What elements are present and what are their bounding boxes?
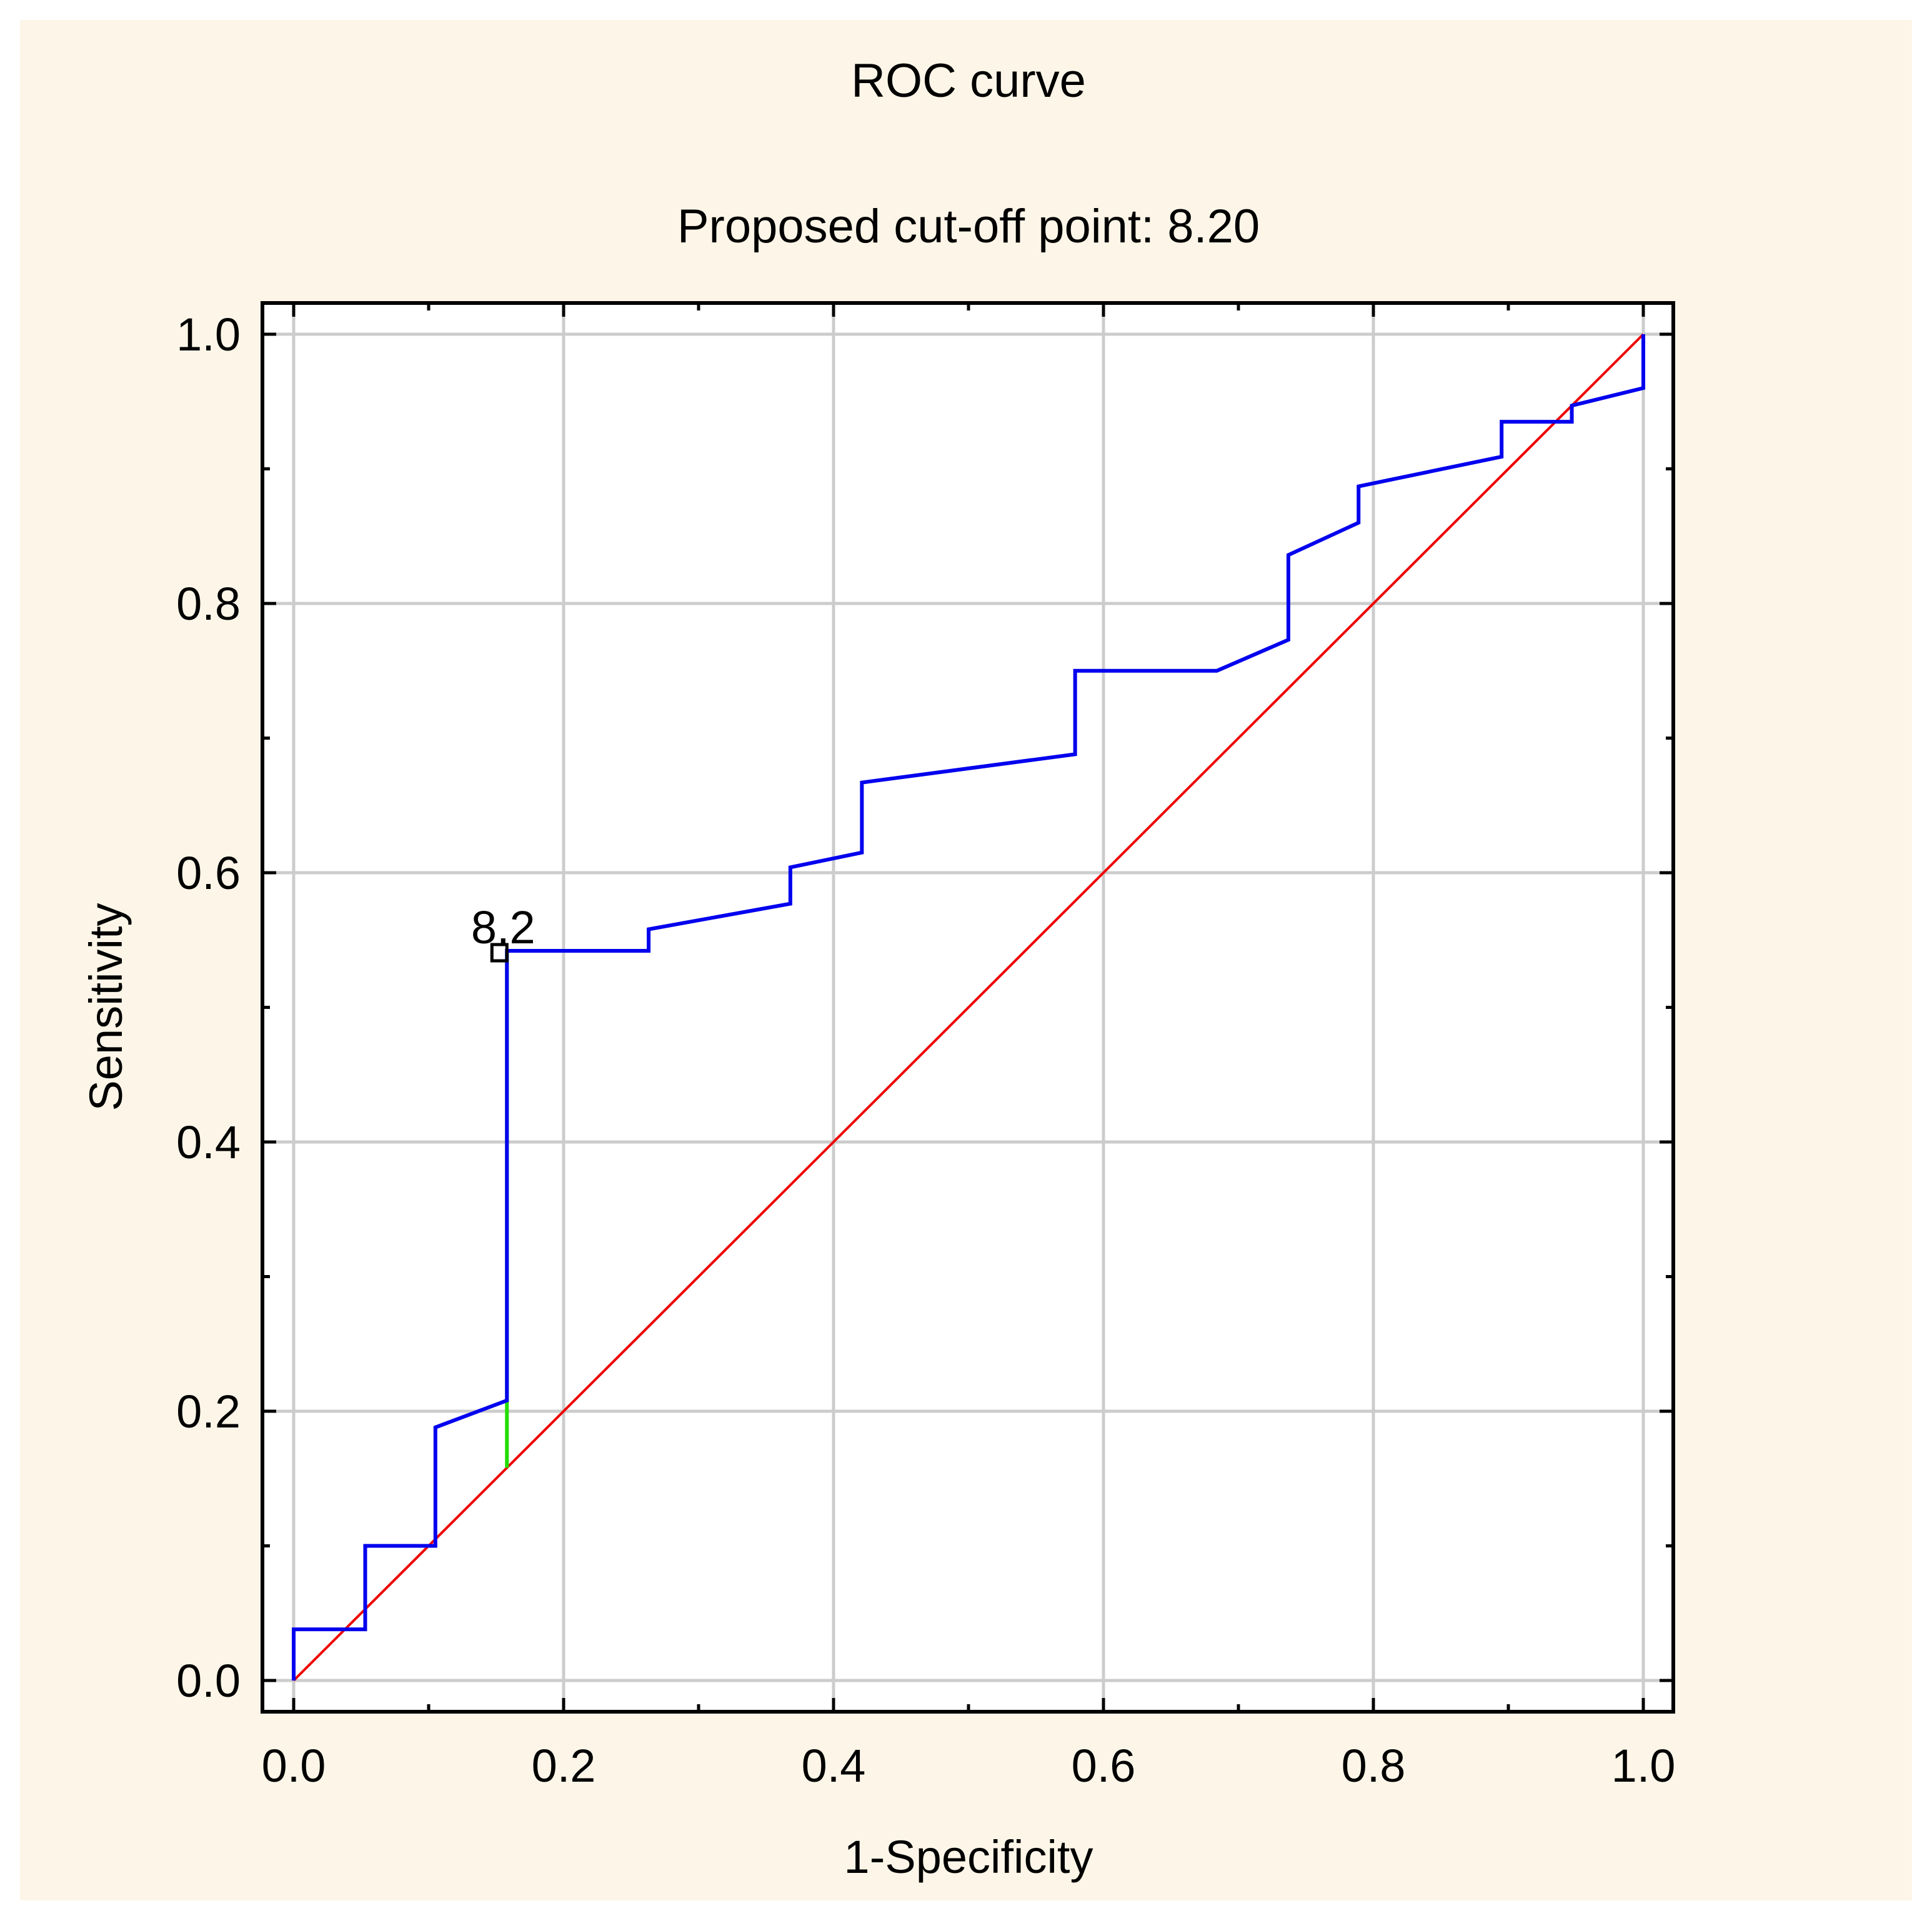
y-tick-label-4: 0.8: [176, 578, 241, 630]
roc-curve-line: [292, 334, 1645, 1680]
reference-diagonal-line: [292, 333, 1645, 1682]
cutoff-annotation: 8.2: [471, 901, 535, 963]
grid-lines: [262, 303, 1673, 1712]
x-tick-label-4: 0.8: [1342, 1740, 1406, 1792]
y-axis-label: Sensitivity: [80, 903, 132, 1111]
series-layer: [292, 333, 1645, 1682]
y-tick-label-3: 0.6: [176, 847, 241, 899]
chart-title: ROC curve: [851, 54, 1086, 107]
cutoff-marker: [490, 943, 509, 963]
y-tick-label-2: 0.4: [176, 1116, 241, 1168]
y-tick-label-0: 0.0: [176, 1655, 241, 1707]
chart-subtitle: Proposed cut-off point: 8.20: [677, 200, 1260, 253]
x-tick-label-1: 0.2: [532, 1740, 596, 1792]
x-tick-label-0: 0.0: [262, 1740, 326, 1792]
x-tick-label-5: 1.0: [1611, 1740, 1676, 1792]
axis-ticks: [262, 303, 1673, 1712]
y-tick-label-1: 0.2: [176, 1386, 241, 1437]
cutoff-label: 8.2: [471, 901, 535, 953]
x-axis-label: 1-Specificity: [844, 1831, 1093, 1883]
tick-labels: 0.0 0.2 0.4 0.6 0.8 1.0 0.0 0.2 0.4 0.6 0.8 1.0: [176, 309, 1675, 1792]
x-tick-label-3: 0.6: [1072, 1740, 1136, 1792]
y-tick-label-5: 1.0: [176, 309, 241, 360]
x-tick-label-2: 0.4: [802, 1740, 866, 1792]
